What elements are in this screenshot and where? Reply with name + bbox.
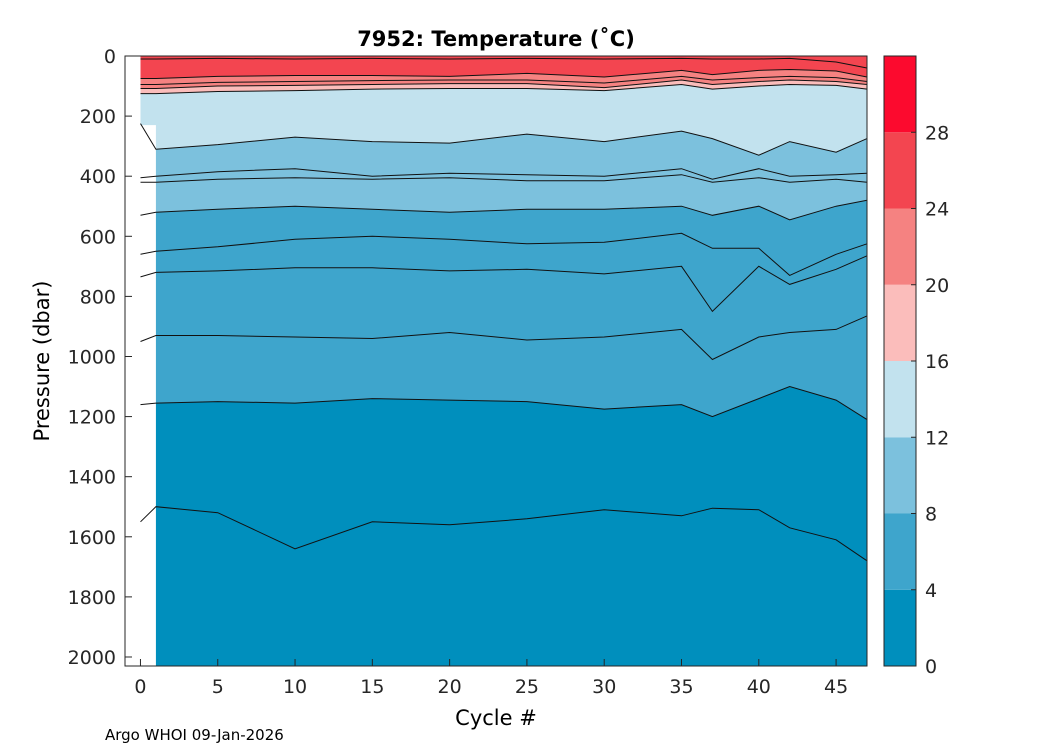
band-below-6: [140, 255, 867, 360]
colorbar-tick-label: 20: [925, 275, 949, 297]
x-tick-label: 35: [669, 676, 693, 698]
colorbar-tick-label: 16: [925, 351, 949, 373]
footer-credit: Argo WHOI 09-Jan-2026: [105, 726, 284, 744]
colorbar-tick-label: 4: [925, 580, 937, 602]
y-tick-label: 600: [80, 226, 116, 248]
band-below-3: [140, 506, 867, 666]
band-below-5: [140, 315, 867, 420]
colorbar-tick-label: 0: [925, 656, 937, 678]
colorbar-segment-8-12: [884, 437, 916, 514]
y-tick-label: 400: [80, 166, 116, 188]
x-axis: 0 5 10 15 20 25 30 35 40 45: [134, 659, 848, 698]
y-tick-label: 1200: [68, 407, 116, 429]
y-tick-label: 1600: [68, 527, 116, 549]
band-below-12: [140, 123, 867, 180]
colorbar-tick-label: 8: [925, 504, 937, 526]
isotherm-3: [140, 506, 868, 562]
colorbar-segment-16-20: [884, 284, 916, 361]
band-below-8: [140, 200, 867, 276]
colorbar: 0 4 8 12 16 20 24 28: [883, 55, 949, 678]
isotherm-7: [140, 232, 868, 276]
x-tick-label: 40: [747, 676, 771, 698]
y-tick-label: 800: [80, 286, 116, 308]
x-tick-label: 25: [515, 676, 539, 698]
isotherm-9: [140, 174, 868, 183]
band-below-16: [140, 84, 867, 156]
x-tick-label: 45: [824, 676, 848, 698]
y-tick-label: 0: [104, 46, 116, 68]
x-tick-label: 20: [438, 676, 462, 698]
band-below-10: [140, 168, 867, 183]
band-below-4: [140, 386, 867, 561]
x-tick-label: 15: [360, 676, 384, 698]
colorbar-segment-28-32: [884, 56, 916, 133]
colorbar-segment-20-24: [884, 208, 916, 285]
x-tick-label: 0: [134, 676, 146, 698]
isotherm-5: [140, 315, 868, 361]
band-below-20: [140, 80, 867, 94]
y-tick-label: 200: [80, 106, 116, 128]
no-data-gap: [125, 125, 156, 667]
isotherm-22: [140, 75, 868, 85]
x-axis-label: Cycle #: [455, 706, 537, 730]
plot-area: [124, 55, 868, 667]
isotherm-12: [140, 123, 868, 156]
isotherm-16: [140, 83, 868, 95]
x-tick-label: 30: [592, 676, 616, 698]
y-axis-label: Pressure (dbar): [30, 281, 54, 442]
y-tick-label: 1000: [68, 346, 116, 368]
x-tick-label: 5: [212, 676, 224, 698]
y-axis: 0 200 400 600 800 1000 1200 1400 1600 1800 2000: [68, 46, 132, 669]
x-tick-label: 10: [283, 676, 307, 698]
y-tick-label: 1400: [68, 467, 116, 489]
band-below-22: [140, 76, 867, 89]
chart-title: 7952: Temperature (˚C): [357, 27, 635, 51]
isotherm-lines: [140, 57, 868, 562]
isotherm-20: [140, 79, 868, 89]
y-tick-label: 2000: [68, 647, 116, 669]
colorbar-tick-label: 12: [925, 427, 949, 449]
colorbar-segment-24-28: [884, 132, 916, 209]
colorbar-tick-label: 24: [925, 199, 949, 221]
no-data-gap-top: [125, 56, 141, 126]
isotherm-6: [140, 255, 868, 313]
colorbar-tick-label: 28: [925, 122, 949, 144]
isotherm-4: [140, 385, 868, 421]
colorbar-segment-12-16: [884, 361, 916, 438]
isotherm-8: [140, 199, 868, 221]
colorbar-segment-0-4: [884, 589, 916, 666]
isotherm-10: [140, 168, 868, 180]
colorbar-segment-4-8: [884, 513, 916, 590]
y-tick-label: 1800: [68, 587, 116, 609]
isotherm-24: [140, 68, 868, 79]
band-below-26: [140, 58, 867, 79]
isotherm-26: [140, 57, 868, 69]
band-below-7: [140, 233, 867, 312]
temperature-bands: [125, 56, 867, 667]
plot-frame: [124, 55, 868, 667]
band-below-9: [140, 174, 867, 220]
